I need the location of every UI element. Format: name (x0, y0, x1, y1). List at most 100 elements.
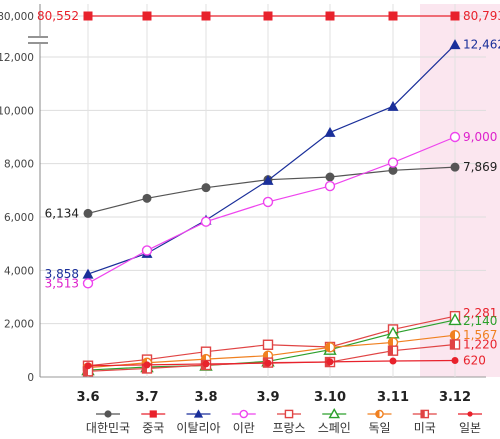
data-point (324, 126, 336, 137)
data-point (448, 312, 462, 326)
marker-square (83, 11, 93, 21)
data-point (264, 359, 272, 367)
legend-item: 독일 (367, 409, 392, 435)
data-point (449, 330, 461, 341)
marker-circle (388, 165, 398, 175)
series-layer (81, 11, 462, 377)
data-point (450, 162, 460, 172)
marker-circle-fill (325, 342, 330, 352)
legend-item: 이란 (231, 409, 256, 435)
marker-square-fill (421, 410, 425, 418)
x-tick-label: 3.6 (76, 390, 99, 405)
legend-label: 이탈리아 (176, 421, 220, 435)
last-value-label: 7,869 (463, 160, 497, 174)
data-point (84, 362, 92, 370)
y-tick-label: 8,000 (4, 159, 34, 171)
marker-square (263, 11, 273, 21)
last-value-label: 9,000 (463, 130, 497, 144)
legend-label: 중국 (142, 421, 164, 435)
data-point (324, 342, 336, 353)
marker-circle (450, 162, 460, 172)
series-중국 (83, 11, 460, 21)
y-tick-label: 10,000 (0, 105, 34, 117)
legend-label: 대한민국 (86, 421, 130, 435)
marker-square (149, 410, 157, 418)
marker-circle (104, 410, 112, 418)
legend-item: 대한민국 (86, 410, 130, 435)
data-point (326, 358, 334, 366)
data-point (262, 339, 274, 350)
legend-marker (467, 411, 473, 417)
marker-square-fill (83, 366, 88, 376)
data-labels: 7,869 80,793 12,462 9,000 2,2812,1401,5671,2… (37, 9, 500, 367)
marker-circle (451, 356, 459, 364)
series-line (87, 166, 456, 215)
data-point (200, 216, 212, 227)
data-point (262, 196, 274, 208)
marker-circle (325, 172, 335, 182)
data-point (324, 180, 336, 192)
data-point (82, 278, 94, 289)
legend-label: 독일 (368, 421, 390, 435)
series-일본 (84, 356, 459, 370)
legend-label: 스페인 (318, 421, 351, 435)
marker-circle (84, 362, 92, 370)
data-point (450, 11, 460, 21)
legend-marker (284, 409, 294, 419)
marker-triangle (448, 312, 462, 326)
marker-square (262, 339, 274, 350)
legend-label: 프랑스 (272, 421, 305, 435)
data-point (201, 183, 211, 193)
marker-circle-fill (388, 337, 393, 347)
data-point (325, 11, 335, 21)
marker-circle (143, 361, 151, 369)
marker-circle (141, 245, 153, 256)
series-이란 (82, 131, 461, 289)
y-tick-label: 6,000 (4, 212, 34, 224)
data-point (201, 11, 211, 21)
marker-circle (142, 193, 152, 203)
data-point (387, 157, 399, 168)
marker-triangle (82, 268, 94, 279)
data-point (263, 11, 273, 21)
marker-circle (324, 180, 336, 192)
data-point (387, 100, 399, 111)
legend-marker (420, 409, 430, 419)
data-point (141, 245, 153, 256)
legend-label: 이란 (233, 421, 255, 435)
marker-circle (387, 157, 399, 168)
legend-label: 미국 (414, 421, 436, 435)
data-point (262, 174, 274, 185)
legend-item: 일본 (458, 411, 482, 435)
legend-marker (375, 409, 384, 419)
last-value-label: 1,567 (463, 328, 497, 342)
last-value-label: 620 (463, 353, 486, 367)
data-point (389, 357, 397, 365)
legend-item: 중국 (141, 410, 166, 435)
data-point (83, 11, 93, 21)
legend-marker (149, 410, 157, 418)
marker-triangle (324, 126, 336, 137)
marker-circle (200, 216, 212, 227)
y-tick-label: 4,000 (4, 265, 34, 277)
marker-circle (264, 359, 272, 367)
marker-triangle (449, 39, 461, 50)
legend-item: 이탈리아 (176, 409, 221, 435)
marker-circle (82, 278, 94, 289)
first-value-label: 6,134 (45, 206, 79, 220)
marker-circle (326, 358, 334, 366)
marker-square-fill (142, 363, 147, 373)
data-point (451, 356, 459, 364)
data-point (388, 11, 398, 21)
data-point (449, 339, 461, 350)
marker-square (388, 11, 398, 21)
data-point (202, 360, 210, 368)
data-point (449, 131, 461, 143)
data-point (142, 193, 152, 203)
y-tick-label: 2,000 (4, 319, 34, 331)
marker-square-fill (388, 346, 393, 356)
marker-circle (202, 360, 210, 368)
marker-square (201, 11, 211, 21)
y-tick-label: 0 (27, 372, 34, 384)
